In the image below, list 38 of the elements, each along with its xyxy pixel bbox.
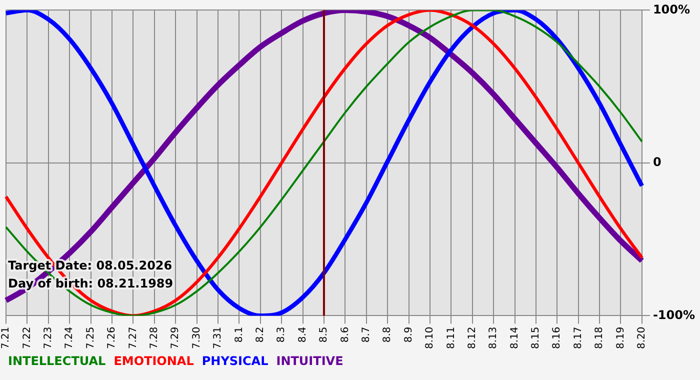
x-tick-label: 8.5 — [318, 326, 330, 343]
x-tick-label: 8.10 — [424, 326, 436, 349]
x-tick-label: 8.17 — [572, 326, 584, 349]
x-tick-label: 7.25 — [85, 326, 96, 349]
y-tick-label: -100% — [652, 308, 696, 322]
text: PHYSICAL — [202, 354, 268, 368]
x-tick-label: 7.26 — [106, 326, 118, 349]
x-tick-label: 7.24 — [64, 326, 76, 349]
text: INTELLECTUAL — [8, 354, 106, 368]
x-tick-label: 8.15 — [530, 326, 542, 349]
y-tick-label: 100% — [652, 2, 690, 16]
x-tick-label: 7.21 — [0, 326, 12, 349]
x-tick-label: 8.9 — [403, 326, 414, 343]
x-tick-label: 8.7 — [360, 326, 372, 343]
x-tick-label: 8.19 — [615, 326, 626, 349]
x-tick-label: 8.12 — [466, 326, 478, 349]
text: EMOTIONAL — [114, 354, 194, 368]
x-tick-label: 7.27 — [128, 326, 139, 349]
x-tick-label: 8.6 — [340, 326, 351, 343]
x-tick-label: 7.28 — [148, 326, 160, 349]
x-tick-label: 8.1 — [234, 326, 245, 343]
x-tick-label: 8.11 — [446, 326, 457, 349]
x-tick-label: 7.23 — [42, 326, 54, 349]
text: INTUITIVE — [276, 354, 344, 368]
y-tick-label: 0 — [652, 155, 662, 170]
x-tick-label: 8.4 — [297, 326, 308, 343]
x-tick-label: 8.13 — [488, 326, 500, 349]
x-tick-label: 7.31 — [212, 326, 224, 349]
x-tick-label: 8.2 — [254, 326, 266, 343]
x-tick-label: 7.29 — [170, 326, 182, 349]
x-tick-label: 8.18 — [594, 326, 606, 349]
x-tick-label: 8.16 — [552, 326, 563, 349]
x-tick-label: 8.8 — [382, 326, 394, 343]
x-tick-label: 8.14 — [509, 326, 520, 349]
x-tick-label: 8.3 — [276, 326, 288, 343]
x-tick-label: 7.30 — [191, 326, 202, 349]
x-tick-label: 8.20 — [636, 326, 648, 349]
x-tick-label: 7.22 — [22, 326, 33, 349]
